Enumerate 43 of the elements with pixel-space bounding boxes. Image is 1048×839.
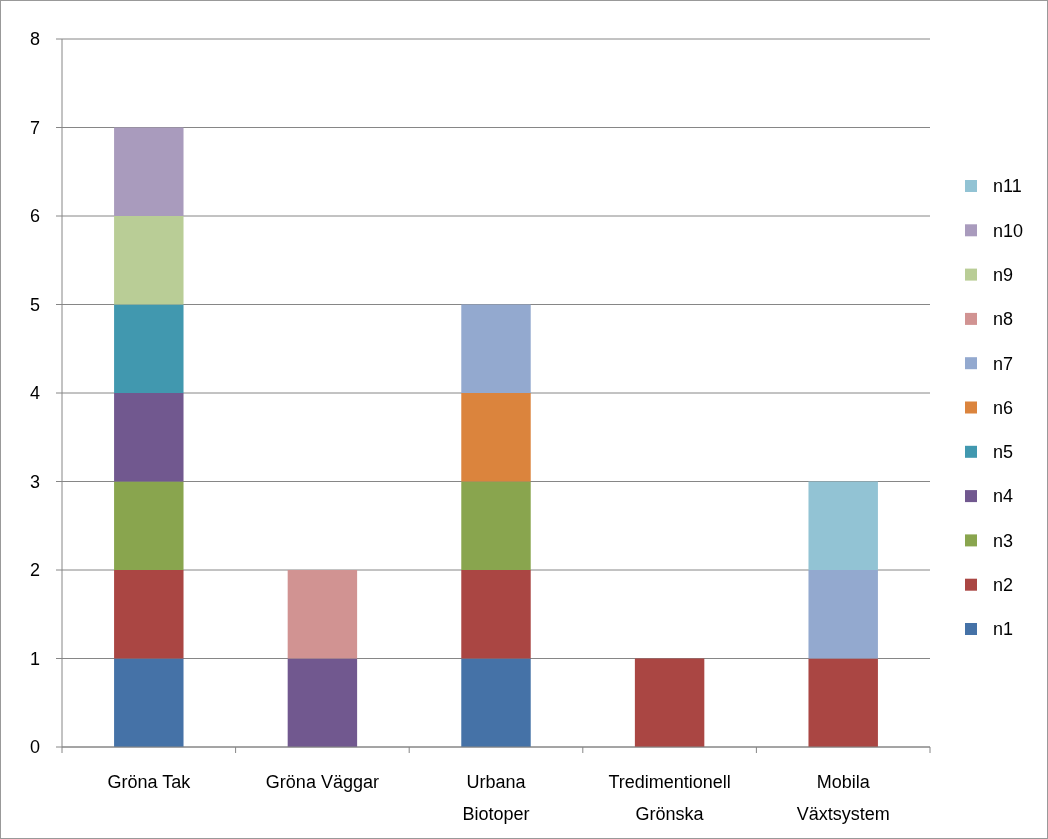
y-tick-label: 7 — [29, 117, 40, 138]
y-tick-label: 2 — [29, 560, 40, 581]
bar — [114, 481, 184, 570]
y-tick-label: 0 — [29, 737, 40, 758]
legend-label: n4 — [993, 486, 1014, 507]
bar — [808, 481, 878, 570]
legend-label: n7 — [993, 353, 1014, 374]
bar — [461, 481, 531, 570]
bar — [461, 658, 531, 747]
legend-label: n10 — [993, 220, 1024, 241]
bar — [114, 658, 184, 747]
y-tick-label: 4 — [29, 383, 40, 404]
y-tick-label: 8 — [29, 29, 40, 50]
bar — [461, 570, 531, 659]
bar — [461, 393, 531, 482]
bar — [461, 304, 531, 393]
y-tick-label: 6 — [29, 206, 40, 227]
x-tick-label: Mobila Växtsystem — [796, 772, 890, 824]
legend-label: n6 — [993, 397, 1014, 418]
bar — [114, 393, 184, 482]
bar — [114, 127, 184, 216]
y-tick-label: 5 — [29, 294, 40, 315]
bar — [287, 658, 358, 747]
x-tick-label: Tredimentionell Grönska — [608, 772, 731, 824]
x-tick-label: Gröna Tak — [107, 772, 192, 792]
legend-label: n3 — [993, 530, 1014, 551]
y-tick-label: 1 — [29, 648, 40, 669]
legend-label: n5 — [993, 442, 1014, 463]
legend-label: n11 — [993, 176, 1022, 197]
bar — [114, 570, 184, 659]
legend-label: n9 — [993, 264, 1014, 285]
bar — [114, 304, 184, 393]
x-tick-label: Gröna Väggar — [265, 772, 379, 792]
bar — [287, 570, 358, 659]
bar — [114, 216, 184, 305]
legend-label: n1 — [993, 619, 1014, 640]
legend-label: n8 — [993, 309, 1014, 330]
bar — [808, 570, 878, 659]
bar — [634, 658, 705, 747]
legend-label: n2 — [993, 575, 1014, 595]
bar — [808, 658, 878, 747]
x-tick-label: Urbana Biotoper — [462, 772, 530, 824]
y-tick-label: 3 — [29, 471, 40, 492]
